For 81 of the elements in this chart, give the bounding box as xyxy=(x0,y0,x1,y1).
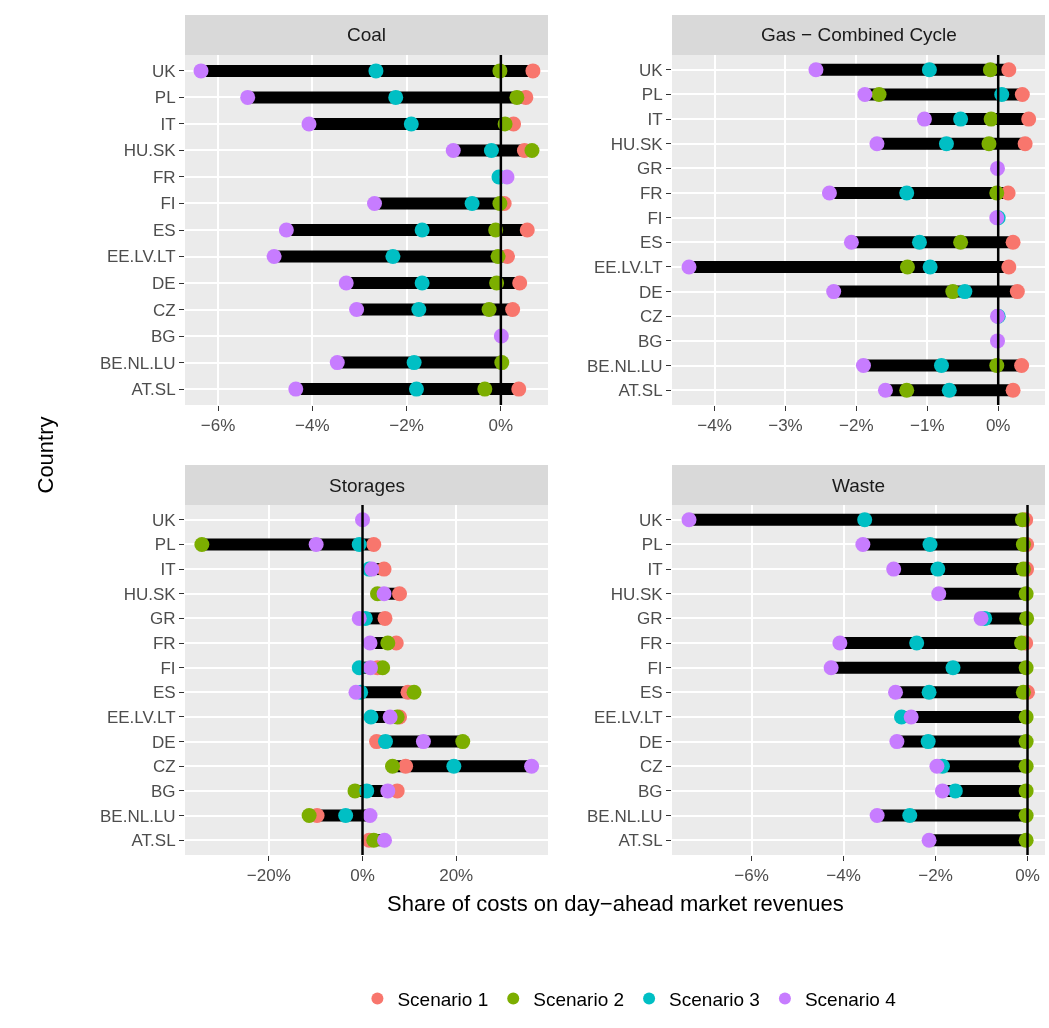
y-tick-label: PL xyxy=(641,535,663,555)
y-tick-label: PL xyxy=(154,88,176,108)
x-tick-label: 0% xyxy=(1015,866,1040,886)
y-tick-label: BG xyxy=(151,327,176,347)
x-tick-label: −4% xyxy=(295,416,330,436)
y-tick-label: ES xyxy=(152,220,176,240)
chart-title: Coal xyxy=(347,24,387,45)
x-tick-label: −3% xyxy=(768,416,803,436)
y-tick-label: HU.SK xyxy=(610,584,664,604)
y-tick-label: AT.SL xyxy=(618,381,663,401)
y-tick-label: ES xyxy=(639,683,663,703)
x-tick-label: −6% xyxy=(734,866,769,886)
x-tick-label: −6% xyxy=(200,416,236,436)
y-tick-label: UK xyxy=(151,510,177,530)
y-tick-label: IT xyxy=(160,560,176,580)
y-tick-label: UK xyxy=(638,510,664,530)
x-tick-label: 20% xyxy=(439,866,474,886)
y-tick-label: DE xyxy=(151,732,176,752)
y-tick-label: ES xyxy=(639,233,663,253)
y-tick-label: CZ xyxy=(152,300,176,320)
y-tick-label: AT.SL xyxy=(131,831,176,851)
y-tick-label: FR xyxy=(639,633,663,653)
legend-label: Scenario 1 xyxy=(397,988,489,1010)
y-tick-label: IT xyxy=(160,114,176,134)
y-tick-label: FR xyxy=(639,183,663,203)
y-tick-label: CZ xyxy=(152,757,176,777)
y-tick-label: GR xyxy=(637,159,663,179)
x-tick-label: −20% xyxy=(246,866,291,886)
y-tick-label: HU.SK xyxy=(610,134,664,154)
legend-label: Scenario 2 xyxy=(533,988,625,1010)
y-tick-label: PL xyxy=(154,535,176,555)
x-tick-label: 0% xyxy=(488,416,514,436)
y-tick-label: FR xyxy=(152,167,176,187)
y-tick-label: DE xyxy=(151,273,176,293)
x-axis-title: Share of costs on day−ahead market revenues xyxy=(387,891,844,916)
legend-label: Scenario 4 xyxy=(804,988,897,1010)
y-tick-label: FR xyxy=(152,633,176,653)
y-tick-label: FI xyxy=(647,208,663,228)
y-tick-label: PL xyxy=(641,85,663,105)
y-axis-title: Country xyxy=(32,416,58,494)
y-tick-label: FI xyxy=(160,194,176,214)
y-tick-label: EE.LV.LT xyxy=(106,247,176,267)
y-tick-label: BE.NL.LU xyxy=(100,353,176,373)
y-tick-label: AT.SL xyxy=(618,831,663,851)
y-tick-label: AT.SL xyxy=(131,380,176,400)
y-tick-label: UK xyxy=(638,60,664,80)
y-tick-label: BE.NL.LU xyxy=(587,806,663,826)
legend-label: Scenario 3 xyxy=(669,988,760,1010)
x-tick-label: 0% xyxy=(985,416,1011,436)
y-tick-label: BG xyxy=(638,331,663,351)
y-tick-label: IT xyxy=(647,110,663,130)
y-tick-label: FI xyxy=(160,658,176,678)
x-tick-label: 0% xyxy=(350,866,375,886)
y-tick-label: BG xyxy=(638,781,663,801)
y-tick-label: GR xyxy=(637,609,663,629)
y-tick-label: DE xyxy=(638,732,663,752)
x-tick-label: −2% xyxy=(839,416,874,436)
y-tick-label: FI xyxy=(647,658,663,678)
y-tick-label: EE.LV.LT xyxy=(593,707,663,727)
y-tick-label: BG xyxy=(151,781,176,801)
x-tick-label: −4% xyxy=(826,866,861,886)
y-tick-label: CZ xyxy=(639,307,663,327)
y-tick-label: HU.SK xyxy=(123,141,177,161)
y-tick-label: UK xyxy=(151,61,177,81)
y-tick-label: HU.SK xyxy=(123,584,177,604)
chart-title: Storages xyxy=(329,475,406,496)
y-tick-label: EE.LV.LT xyxy=(593,257,663,277)
x-tick-label: −2% xyxy=(918,866,953,886)
y-tick-label: CZ xyxy=(639,757,663,777)
chart-title: Waste xyxy=(832,475,886,496)
y-tick-label: GR xyxy=(150,609,176,629)
x-tick-label: −1% xyxy=(910,416,945,436)
y-tick-label: ES xyxy=(152,683,176,703)
chart-title: Gas − Combined Cycle xyxy=(761,24,957,45)
x-tick-label: −4% xyxy=(697,416,732,436)
y-tick-label: DE xyxy=(638,282,663,302)
y-tick-label: IT xyxy=(647,560,663,580)
y-tick-label: BE.NL.LU xyxy=(100,806,176,826)
y-tick-label: BE.NL.LU xyxy=(587,356,663,376)
y-tick-label: EE.LV.LT xyxy=(106,707,176,727)
x-tick-label: −2% xyxy=(389,416,424,436)
